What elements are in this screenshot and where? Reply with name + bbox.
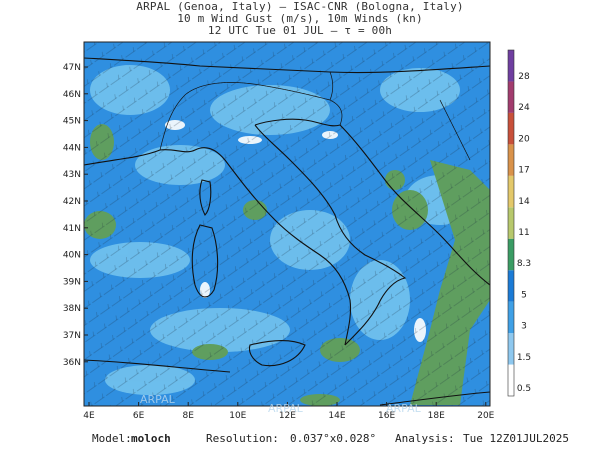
colorbar-swatch (508, 270, 514, 302)
lat-label: 41N (63, 224, 81, 234)
colorbar: 28 24 20 17 14 11 8.3 5 3 1.5 0.5 (507, 49, 531, 397)
colorbar-label: 3 (521, 322, 527, 332)
title-line-1: ARPAL (Genoa, Italy) – ISAC-CNR (Bologna… (136, 0, 464, 13)
title-line-3: 12 UTC Tue 01 JUL – τ = 00h (207, 24, 393, 37)
lat-label: 39N (63, 277, 81, 287)
country-borders (159, 71, 471, 161)
resolution-value: 0.037°x0.028° (290, 432, 377, 445)
lat-label: 40N (63, 251, 81, 261)
lat-label: 42N (63, 197, 81, 207)
lon-label: 16E (378, 411, 395, 421)
colorbar-swatch (508, 112, 514, 145)
colorbar-swatch (508, 333, 514, 365)
watermark-1: ARPAL (140, 393, 176, 406)
lon-label: 12E (279, 411, 296, 421)
lat-label: 45N (63, 117, 81, 127)
lon-label: 4E (83, 411, 95, 421)
analysis-label: Analysis: (395, 432, 455, 445)
colorbar-frame (507, 49, 515, 397)
lat-label: 46N (63, 90, 81, 100)
watermark-2: ARPAL (268, 402, 304, 415)
lat-label: 36N (63, 358, 81, 368)
lat-label: 38N (63, 304, 81, 314)
colorbar-swatch (508, 144, 514, 176)
colorbar-swatch (508, 175, 514, 208)
lat-label: 43N (63, 170, 81, 180)
lon-label: 14E (328, 411, 345, 421)
lon-label: 10E (229, 411, 246, 421)
resolution-label: Resolution: (206, 432, 279, 445)
watermark-3: ARPAL (386, 402, 422, 415)
colorbar-label: 11 (518, 228, 529, 238)
model-value: moloch (131, 432, 171, 445)
lon-label: 18E (428, 411, 445, 421)
colorbar-swatch (508, 364, 514, 396)
colorbar-label: 8.3 (517, 259, 531, 269)
colorbar-swatch (508, 81, 514, 113)
longitude-ticks: 4E 6E 8E 10E 12E 14E 16E 18E 20E (83, 402, 495, 421)
colorbar-label: 14 (518, 197, 530, 207)
model-label: Model: (92, 432, 132, 445)
colorbar-label: 20 (518, 134, 530, 144)
lat-label: 47N (63, 63, 81, 73)
lat-label: 37N (63, 331, 81, 341)
analysis-value: Tue 12Z01JUL2025 (463, 432, 569, 445)
title-line-2: 10 m Wind Gust (m/s), 10m Winds (kn) (177, 12, 423, 25)
colorbar-label: 17 (518, 166, 529, 176)
lon-label: 8E (182, 411, 194, 421)
map-field (84, 42, 490, 406)
colorbar-swatch (508, 238, 514, 271)
lon-label: 6E (133, 411, 145, 421)
colorbar-swatch (508, 50, 514, 82)
colorbar-label: 24 (518, 103, 530, 113)
colorbar-label: 1.5 (517, 353, 531, 363)
colorbar-label: 0.5 (517, 384, 531, 394)
colorbar-label: 5 (521, 290, 527, 300)
colorbar-label: 28 (518, 72, 530, 82)
colorbar-swatch (508, 207, 514, 239)
colorbar-swatch (508, 301, 514, 334)
lat-label: 44N (63, 143, 81, 153)
lon-label: 20E (477, 411, 494, 421)
latitude-ticks: 47N 46N 45N 44N 43N 42N 41N 40N 39N 38N 37N 36N (63, 63, 88, 368)
